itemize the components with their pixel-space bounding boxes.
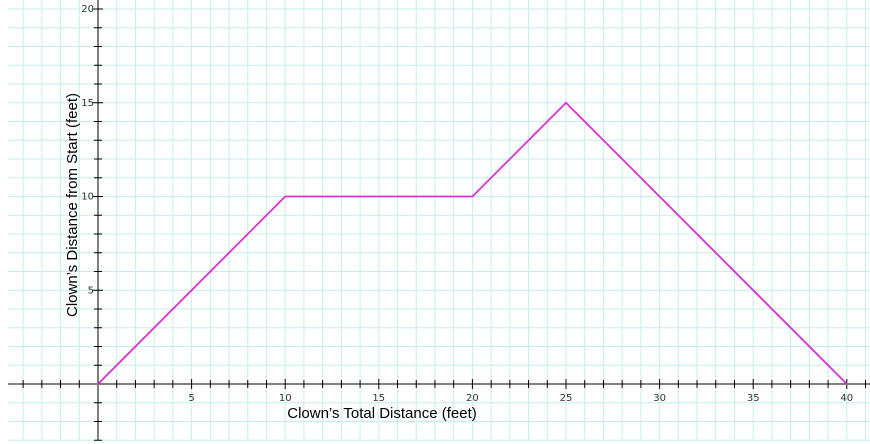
ticks: 5 10 15 20 25 30 35 40 5 10 15 20 bbox=[22, 4, 867, 441]
data-point bbox=[97, 383, 99, 385]
y-tick-label: 20 bbox=[81, 4, 94, 15]
data-point bbox=[471, 195, 474, 198]
x-tick-label: 15 bbox=[372, 393, 385, 404]
y-tick-label: 15 bbox=[81, 98, 94, 109]
grid bbox=[8, 0, 870, 441]
data-point bbox=[284, 195, 287, 198]
x-tick-label: 30 bbox=[653, 393, 666, 404]
x-tick-label: 20 bbox=[466, 393, 479, 404]
x-axis-label: Clown’s Total Distance (feet) bbox=[287, 405, 477, 422]
y-tick-label: 5 bbox=[88, 285, 94, 296]
data-point bbox=[565, 101, 567, 104]
y-tick-label: 10 bbox=[81, 192, 94, 203]
x-tick-label: 10 bbox=[279, 393, 292, 404]
axes bbox=[8, 0, 870, 441]
x-tick-label: 5 bbox=[188, 393, 194, 404]
data-point bbox=[845, 383, 848, 385]
y-axis-label: Clown’s Distance from Start (feet) bbox=[64, 93, 81, 317]
series bbox=[97, 101, 848, 385]
x-tick-label: 40 bbox=[840, 393, 853, 404]
x-tick-label: 35 bbox=[747, 393, 760, 404]
x-tick-label: 25 bbox=[560, 393, 573, 404]
